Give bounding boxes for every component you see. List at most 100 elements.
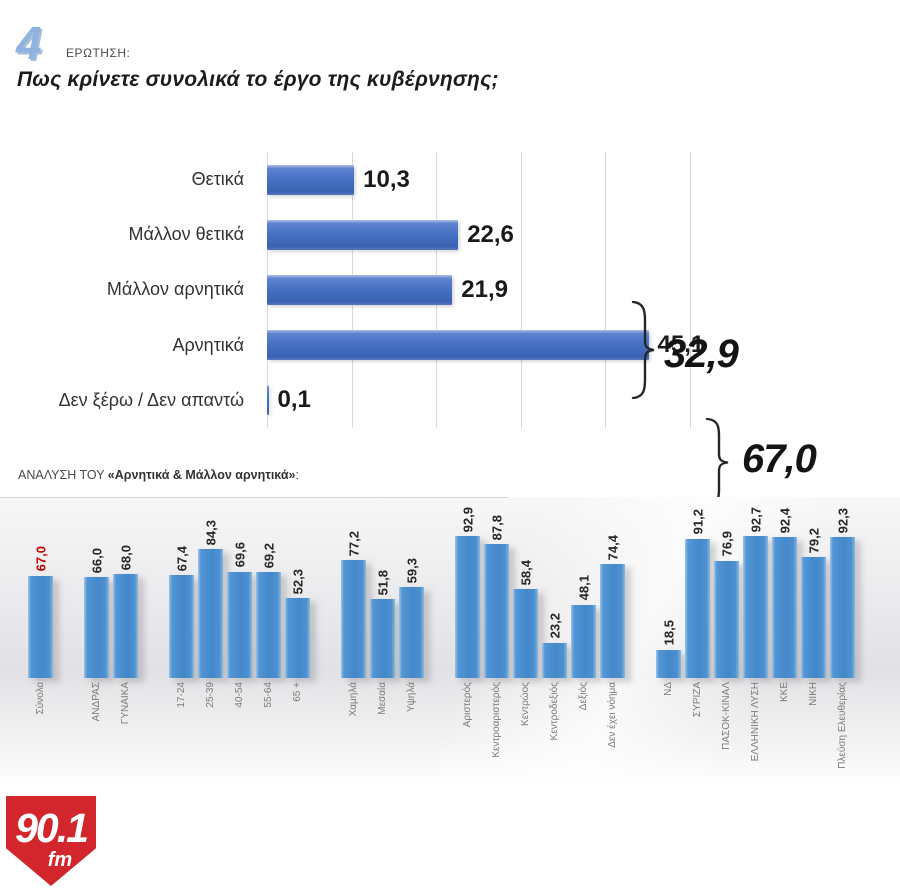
bar-column: 79,2 — [801, 497, 826, 678]
chart-bar — [285, 598, 310, 678]
bar-column: 92,3 — [830, 497, 855, 678]
chart-category-label: Θετικά — [191, 169, 244, 190]
bar-value-label: 68,0 — [118, 544, 133, 571]
bar-column: 76,9 — [714, 497, 739, 678]
bar-label-column: Κεντροδεξιός — [542, 678, 567, 790]
bar-label-column: ΝΙΚΗ — [801, 678, 826, 790]
bar-category-label: ΕΛΛΗΝΙΚΗ ΛΥΣΗ — [749, 682, 761, 762]
bar-column: 23,2 — [542, 497, 567, 678]
chart-value-label: 0,1 — [277, 386, 311, 414]
bar-column: 52,3 — [285, 497, 310, 678]
bar-label-column: 55-64 — [256, 678, 281, 790]
chart-bar — [513, 588, 538, 678]
bar-label-column: ΓΥΝΑΙΚΑ — [113, 678, 138, 790]
chart-bar — [370, 598, 395, 678]
bar-group-labels: Χαμηλά Μεσαία Υψηλά — [341, 678, 424, 793]
bar-column: 67,0 — [28, 497, 53, 678]
bar-category-label: 65 + — [291, 682, 303, 702]
bar-column: 87,8 — [484, 497, 509, 678]
bar-group: 66,0 68,0 — [84, 497, 138, 678]
bar-label-column: 25-39 — [198, 678, 223, 790]
chart-value-label: 10,3 — [363, 165, 410, 193]
chart-bar — [714, 560, 739, 678]
breakdown-category-axis: Σύνολο ΑΝΔΡΑΣ ΓΥΝΑΙΚΑ 17-24 25-39 40-54 55-64 6… — [28, 678, 855, 793]
chart-category-label: Μάλλον θετικά — [128, 224, 244, 245]
bar-group: 18,5 91,2 76,9 92,7 92,4 79,2 92,3 — [656, 497, 855, 678]
chart-bar — [571, 604, 596, 678]
bar-category-label: Δεξιός — [577, 682, 589, 711]
chart-bar — [267, 219, 459, 250]
analysis-heading-prefix: ΑΝΑΛΥΣΗ ΤΟΥ — [18, 468, 108, 482]
analysis-heading: ΑΝΑΛΥΣΗ ΤΟΥ «Αρνητικά & Μάλλον αρνητικά»… — [18, 468, 299, 482]
bar-category-label: ΚΚΕ — [778, 682, 790, 703]
bar-value-label: 87,8 — [489, 514, 504, 540]
bar-column: 84,3 — [198, 497, 223, 678]
bar-column: 51,8 — [370, 497, 395, 678]
bar-value-label: 92,9 — [460, 506, 475, 533]
question-label: ΕΡΩΤΗΣΗ: — [66, 46, 131, 60]
analysis-heading-suffix: : — [295, 468, 299, 482]
bar-category-label: 40-54 — [233, 682, 245, 708]
bar-category-label: Πλεύση Ελευθερίας — [836, 682, 848, 769]
chart-bar — [113, 574, 138, 678]
aggregate-brace-icon — [705, 418, 729, 507]
bar-column: 67,4 — [169, 497, 194, 678]
bar-label-column: ΠΑΣΟΚ-ΚΙΝΑΛ — [714, 678, 739, 790]
aggregate-brace-icon — [631, 301, 655, 399]
chart-value-label: 22,6 — [467, 220, 514, 248]
bar-value-label: 92,3 — [835, 507, 850, 534]
chart-bar — [656, 649, 681, 678]
bar-value-label: 51,8 — [375, 569, 390, 595]
logo-frequency: 90.1 — [15, 805, 89, 851]
bar-category-label: Χαμηλά — [347, 682, 359, 717]
bar-category-label: Δεν έχει νόημα — [606, 682, 618, 748]
chart-category-label: Μάλλον αρνητικά — [106, 279, 244, 300]
chart-value-label: 21,9 — [461, 276, 508, 303]
bar-value-label: 58,4 — [518, 559, 533, 585]
question-title: Πως κρίνετε συνολικά το έργο της κυβέρνη… — [17, 68, 499, 91]
bar-label-column: Αριστερός — [455, 678, 480, 790]
bar-category-label: ΠΑΣΟΚ-ΚΙΝΑΛ — [720, 682, 732, 750]
bar-label-column: Δεξιός — [571, 678, 596, 790]
bar-column: 69,2 — [256, 497, 281, 678]
bar-column: 92,9 — [455, 497, 480, 678]
bar-label-column: Δεν έχει νόημα — [600, 678, 625, 790]
bar-column: 68,0 — [113, 497, 138, 678]
bar-value-label: 92,4 — [777, 507, 792, 533]
chart-gridline — [605, 152, 607, 428]
breakdown-chart: 67,0 66,0 68,0 67,4 84,3 69,6 69,2 52,3 77,2 51,8… — [0, 497, 900, 797]
chart-bar — [28, 575, 53, 678]
bar-category-label: ΓΥΝΑΙΚΑ — [119, 682, 131, 725]
bar-value-label: 48,1 — [576, 575, 591, 601]
bar-column: 48,1 — [571, 497, 596, 678]
bar-value-label: 66,0 — [89, 547, 104, 574]
bar-column: 92,4 — [772, 497, 797, 678]
bar-group-labels: Σύνολο — [28, 678, 53, 793]
bar-label-column: Χαμηλά — [341, 678, 366, 790]
chart-value-label: 45,1 — [657, 331, 705, 359]
chart-category-axis: Θετικά Μάλλον θετικά Μάλλον αρνητικά Αρνητι… — [0, 152, 253, 428]
chart-bar — [227, 571, 252, 678]
bar-value-label: 79,2 — [806, 527, 821, 554]
bar-label-column: 17-24 — [169, 678, 194, 790]
bar-category-label: Σύνολο — [34, 682, 46, 715]
bar-column: 77,2 — [341, 497, 366, 678]
bar-group-labels: ΝΔ ΣΥΡΙΖΑ ΠΑΣΟΚ-ΚΙΝΑΛ ΕΛΛΗΝΙΚΗ ΛΥΣΗ ΚΚΕ ΝΙΚΗ Π… — [656, 678, 855, 793]
bar-category-label: ΑΝΔΡΑΣ — [90, 682, 102, 722]
radio-logo: 90.1 fm — [6, 796, 96, 886]
bar-label-column: Μεσαία — [370, 678, 395, 790]
bar-value-label: 91,2 — [690, 509, 705, 535]
bar-category-label: ΝΔ — [662, 682, 674, 696]
bar-category-label: Κεντρώος — [519, 682, 531, 726]
bar-column: 92,7 — [743, 497, 768, 678]
chart-bar — [830, 537, 855, 678]
chart-category-label: Δεν ξέρω / Δεν απαντώ — [58, 389, 244, 410]
bar-label-column: 40-54 — [227, 678, 252, 790]
bar-value-label: 52,3 — [290, 568, 305, 595]
bar-column: 18,5 — [656, 497, 681, 678]
bar-column: 91,2 — [685, 497, 710, 678]
bar-label-column: 65 + — [285, 678, 310, 790]
bar-value-label: 67,0 — [33, 546, 48, 572]
bar-category-label: Αριστερός — [461, 682, 473, 728]
